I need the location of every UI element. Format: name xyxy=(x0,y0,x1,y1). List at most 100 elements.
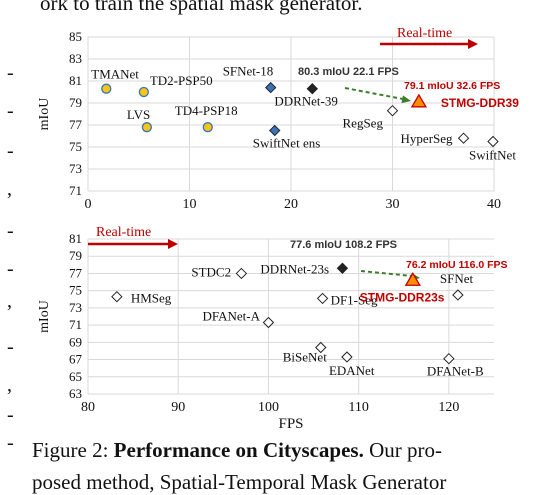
point-label: BiSeNet xyxy=(283,350,327,365)
real-time-arrowhead xyxy=(468,39,478,49)
point-label: TD4-PSP18 xyxy=(175,103,238,118)
point-ddrnet-39 xyxy=(306,82,319,95)
margin-fragment: - xyxy=(7,336,14,358)
x-tick-label: 80 xyxy=(81,400,95,415)
point-lvs xyxy=(141,122,153,133)
point-dfanet-b xyxy=(443,352,455,365)
point-label: LVS xyxy=(127,107,150,122)
point-stdc2 xyxy=(235,267,248,280)
point-label: DFANet-A xyxy=(202,309,260,324)
top-panel-fps-vs-miou: 71 73 75 77 79 81 83 85 0 10 20 30 40 mIoU Real-time TM… xyxy=(37,26,519,212)
baseline-annotation: 77.6 mIoU 108.2 FPS xyxy=(290,239,397,251)
y-tick-label: 65 xyxy=(69,369,82,384)
margin-fragment: - xyxy=(7,404,14,426)
point-label: STDC2 xyxy=(191,264,231,279)
margin-fragment: , xyxy=(7,178,12,200)
y-tick-label: 71 xyxy=(69,317,82,332)
point-swiftnet xyxy=(487,135,499,148)
x-tick-label: 90 xyxy=(171,400,185,415)
y-tick-label: 63 xyxy=(69,386,82,401)
point-hyperseg xyxy=(457,132,470,144)
y-tick-label: 83 xyxy=(69,51,82,66)
improvement-arrow xyxy=(360,270,413,277)
margin-fragment: - xyxy=(7,100,14,122)
point-label: DFANet-B xyxy=(427,364,484,379)
point-label: DDRNet-23s xyxy=(260,261,329,276)
x-tick-label: 40 xyxy=(487,197,501,212)
caption-line-2: posed method, Spatial-Temporal Mask Gene… xyxy=(32,470,447,494)
point-label: RegSeg xyxy=(343,116,384,131)
point-df1-seg xyxy=(316,292,329,305)
x-axis-label: FPS xyxy=(278,416,303,432)
point-td2-psp50 xyxy=(138,86,149,98)
x-tick-label: 20 xyxy=(284,197,298,212)
point-td4-psp18 xyxy=(202,122,213,133)
real-time-label: Real-time xyxy=(397,26,452,41)
y-tick-label: 75 xyxy=(69,139,82,154)
x-tick-label: 100 xyxy=(258,400,279,415)
improvement-arrow xyxy=(344,87,404,100)
point-bisenet xyxy=(315,341,327,354)
margin-fragment: , xyxy=(7,374,12,396)
point-sfnet xyxy=(452,289,464,301)
point-hmseg xyxy=(111,290,123,303)
point-label: SFNet xyxy=(440,271,474,286)
point-label: TD2-PSP50 xyxy=(150,73,213,88)
y-tick-label: 85 xyxy=(69,29,82,44)
margin-fragment: - xyxy=(7,432,14,454)
point-label: SwiftNet ens xyxy=(253,136,321,151)
caption-prefix: Figure 2: xyxy=(32,438,114,462)
y-axis-label: mIoU xyxy=(37,98,52,131)
y-tick-label: 81 xyxy=(69,73,82,88)
point-ddrnet-23s xyxy=(336,262,349,274)
y-tick-label: 71 xyxy=(69,183,82,198)
figure-caption: Figure 2: Performance on Cityscapes. Our… xyxy=(32,438,442,463)
performance-figure: 71 73 75 77 79 81 83 85 0 10 20 30 40 mIoU Real-time TM… xyxy=(37,26,519,432)
margin-fragment: - xyxy=(7,258,14,280)
bottom-panel-fps-vs-miou: 63 65 67 69 71 73 75 77 79 81 80 90 100 110 120 mIoU FPS… xyxy=(37,225,508,432)
improvement-arrowhead xyxy=(401,95,411,104)
paper-text-above: ork to train the spatial mask generator. xyxy=(40,0,363,15)
y-tick-label: 77 xyxy=(69,117,83,132)
x-tick-label: 110 xyxy=(348,400,368,415)
point-label: DDRNet-39 xyxy=(274,94,338,109)
margin-fragment: - xyxy=(7,220,14,242)
caption-rest: Our pro- xyxy=(363,438,443,462)
point-label: EDANet xyxy=(329,363,375,378)
point-label: TMANet xyxy=(91,67,139,82)
y-tick-label: 69 xyxy=(69,334,82,349)
point-label-ours: STMG-DDR39 xyxy=(441,96,519,110)
y-tick-label: 79 xyxy=(69,95,82,110)
margin-fragment: , xyxy=(7,290,12,312)
x-tick-label: 10 xyxy=(183,197,197,212)
point-stmg-ddr39 xyxy=(410,93,428,108)
point-sfnet-18 xyxy=(264,81,277,94)
ours-annotation: 79.1 mIoU 32.6 FPS xyxy=(404,80,500,92)
y-tick-label: 77 xyxy=(69,265,83,280)
point-dfanet-a xyxy=(262,316,275,329)
margin-fragment: - xyxy=(7,62,14,84)
point-label: HyperSeg xyxy=(401,131,453,146)
point-edanet xyxy=(341,351,353,363)
y-tick-label: 67 xyxy=(69,352,83,367)
point-label-ours: STMG-DDR23s xyxy=(360,290,445,304)
y-tick-label: 81 xyxy=(69,231,82,246)
x-tick-label: 30 xyxy=(386,197,400,212)
real-time-arrowhead xyxy=(168,239,178,249)
ours-annotation: 76.2 mIoU 116.0 FPS xyxy=(406,259,508,271)
y-tick-label: 73 xyxy=(69,161,82,176)
caption-title: Performance on Cityscapes. xyxy=(113,438,364,462)
point-swiftnet-ens xyxy=(269,124,281,137)
point-regseg xyxy=(386,104,399,117)
y-tick-label: 73 xyxy=(69,300,82,315)
point-stmg-ddr23s xyxy=(404,272,421,286)
point-label: HMSeg xyxy=(131,291,172,306)
point-label: SFNet-18 xyxy=(223,64,274,79)
y-axis-label: mIoU xyxy=(37,300,52,333)
real-time-label: Real-time xyxy=(96,225,151,240)
y-tick-label: 75 xyxy=(69,283,82,298)
x-tick-label: 0 xyxy=(85,197,92,212)
y-tick-label: 79 xyxy=(69,248,82,263)
x-tick-label: 120 xyxy=(438,400,459,415)
point-label: DF1-Seg xyxy=(331,292,378,307)
